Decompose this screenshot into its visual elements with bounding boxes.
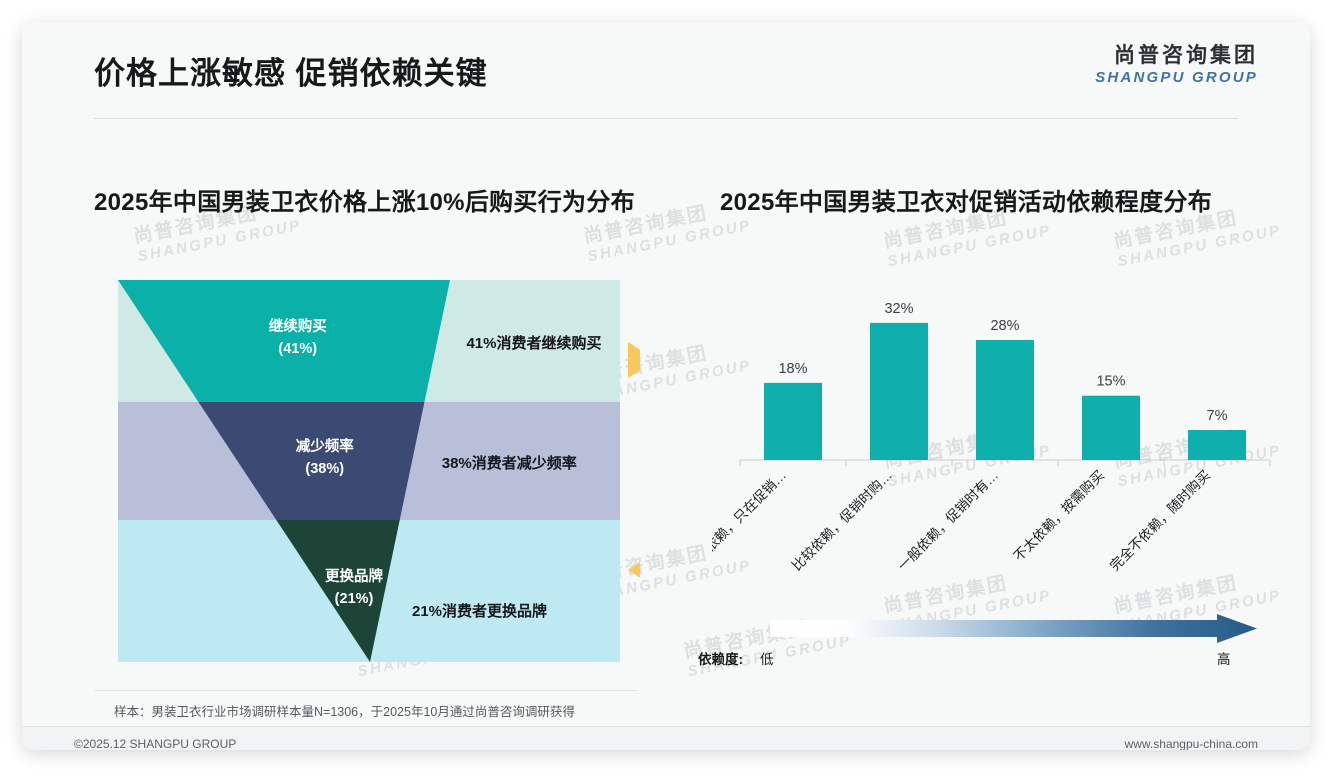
dependency-gradient-legend: 依赖度: 低 高: [698, 614, 1282, 674]
funnel-chart: 继续购买 (41%) 41%消费者继续购买减少频率 (38%) 38%消费者减少频率更换…: [100, 262, 640, 682]
logo-chinese-text: 尚普咨询集团: [1114, 44, 1258, 67]
x-axis-category-label: 比较依赖，促销时购…: [789, 468, 895, 574]
funnel-note: 38%消费者减少频率: [441, 455, 577, 472]
bar-value-label: 15%: [1096, 374, 1125, 390]
bar-value-label: 28%: [990, 318, 1019, 334]
footer-divider: [22, 726, 1310, 727]
legend-title: 依赖度:: [698, 652, 743, 667]
brand-logo: 尚普咨询集团 SHANGPU GROUP: [1095, 44, 1258, 87]
x-axis-category-label: 非常依赖，只在促销…: [712, 468, 789, 574]
website-link[interactable]: www.shangpu-china.com: [1124, 737, 1258, 750]
bar[interactable]: [1082, 395, 1140, 460]
funnel-segment-label: 更换品牌 (21%): [325, 569, 384, 607]
gradient-arrow-icon: [770, 614, 1257, 643]
slide-footer: ©2025.12 SHANGPU GROUP www.shangpu-china…: [22, 727, 1310, 750]
bar-value-label: 18%: [778, 361, 807, 377]
header-divider: [94, 118, 1238, 119]
triangle-left-icon: [628, 562, 640, 578]
funnel-segment-label: 继续购买 (41%): [268, 319, 327, 357]
bar[interactable]: [870, 322, 928, 460]
legend-low-label: 低: [760, 652, 774, 667]
funnel-chart-svg: [118, 280, 640, 662]
sample-note-top-divider: [94, 690, 638, 691]
x-axis-category-label: 一般依赖，促销时有…: [895, 468, 1001, 574]
funnel-segment[interactable]: [118, 280, 450, 402]
bar[interactable]: [1188, 430, 1246, 460]
copyright-text: ©2025.12 SHANGPU GROUP: [74, 737, 237, 750]
right-chart-title: 2025年中国男装卫衣对促销活动依赖程度分布: [720, 189, 1212, 216]
logo-english-text: SHANGPU GROUP: [1095, 69, 1258, 87]
x-axis-category-label: 不太依赖，按需购买: [1011, 468, 1108, 565]
x-axis-category-label: 完全不依赖，随时购买: [1106, 467, 1213, 574]
slide-card: 尚普咨询集团 SHANGPU GROUP 尚普咨询集团 SHANGPU GROUP 尚普…: [22, 22, 1310, 750]
funnel-segment[interactable]: [276, 520, 400, 662]
funnel-segment[interactable]: [198, 402, 425, 520]
triangle-right-icon: [628, 342, 640, 378]
slide-header: 价格上涨敏感 促销依赖关键 尚普咨询集团 SHANGPU GROUP: [22, 22, 1310, 119]
legend-high-label: 高: [1217, 652, 1231, 667]
bar-chart-svg: 18% 非常依赖，只在促销… 32% 比较依赖，促销时购… 28% 一般依赖，促销时有… 1…: [712, 301, 1271, 574]
left-chart-title: 2025年中国男装卫衣价格上涨10%后购买行为分布: [94, 189, 635, 216]
bar[interactable]: [976, 340, 1034, 460]
bar[interactable]: [764, 382, 822, 460]
funnel-segment-label: 减少频率 (38%): [295, 439, 354, 477]
sample-note: 样本：男装卫衣行业市场调研样本量N=1306，于2025年10月通过尚普咨询调研…: [114, 705, 575, 719]
bar-value-label: 7%: [1207, 408, 1228, 424]
funnel-note: 21%消费者更换品牌: [412, 603, 548, 620]
page-title: 价格上涨敏感 促销依赖关键: [94, 56, 488, 91]
funnel-note: 41%消费者继续购买: [466, 335, 602, 352]
dependency-bar-chart: 18% 非常依赖，只在促销… 32% 比较依赖，促销时购… 28% 一般依赖，促销时有… 1…: [712, 262, 1282, 682]
bar-value-label: 32%: [884, 301, 913, 317]
